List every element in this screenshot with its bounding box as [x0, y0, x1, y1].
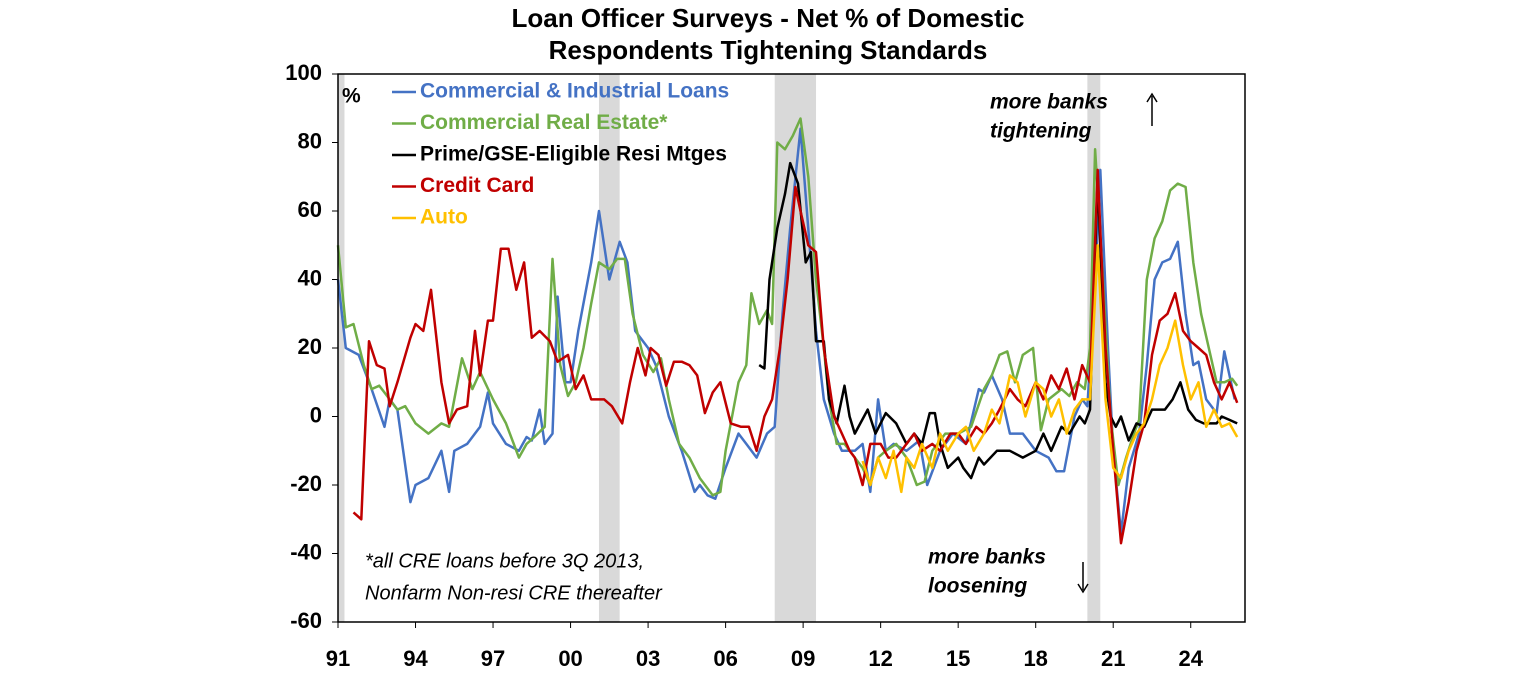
arrow-down-head	[1077, 583, 1089, 594]
annotation: more banks	[928, 546, 1046, 569]
y-tick-label: 20	[298, 334, 322, 359]
footnote: Nonfarm Non-resi CRE thereafter	[365, 582, 663, 604]
series-lines	[336, 117, 1239, 545]
series-line	[861, 244, 1239, 494]
y-unit: %	[342, 85, 361, 108]
legend-label: Commercial Real Estate*	[420, 111, 668, 134]
annotation: more banks	[990, 91, 1108, 114]
legend-label: Commercial & Industrial Loans	[420, 80, 729, 103]
chart-title: Loan Officer Surveys - Net % of Domestic	[512, 3, 1025, 33]
y-tick-label: -60	[290, 608, 322, 633]
recession-band	[774, 74, 817, 622]
x-tick-label: 91	[326, 646, 350, 671]
y-tick-label: 80	[298, 128, 322, 153]
x-tick-label: 24	[1178, 646, 1203, 671]
y-tick-label: -40	[290, 539, 322, 564]
x-tick-label: 15	[946, 646, 970, 671]
x-tick-label: 09	[791, 646, 815, 671]
footnote: *all CRE loans before 3Q 2013,	[365, 550, 644, 572]
recession-band	[338, 74, 345, 622]
recession-shading	[338, 74, 1101, 622]
y-tick-label: 60	[298, 197, 322, 222]
x-tick-label: 12	[868, 646, 892, 671]
legend-label: Credit Card	[420, 174, 534, 197]
x-tick-label: 06	[713, 646, 737, 671]
x-tick-label: 94	[403, 646, 428, 671]
x-tick-label: 00	[558, 646, 582, 671]
plot-frame	[337, 73, 1246, 623]
y-tick-label: 100	[285, 60, 322, 85]
x-tick-label: 97	[481, 646, 505, 671]
arrow-up-head	[1146, 92, 1158, 103]
annotation: loosening	[928, 575, 1027, 598]
series-line	[352, 168, 1239, 545]
legend-label: Prime/GSE-Eligible Resi Mtges	[420, 143, 727, 166]
y-tick-label: -20	[290, 471, 322, 496]
x-tick-label: 21	[1101, 646, 1125, 671]
x-tick-label: 03	[636, 646, 660, 671]
recession-band	[598, 74, 620, 622]
annotation: tightening	[990, 120, 1092, 143]
chart-title: Respondents Tightening Standards	[549, 35, 988, 65]
y-tick-label: 0	[310, 402, 322, 427]
legend: Commercial & Industrial Loans Commercial …	[392, 80, 729, 229]
x-tick-label: 18	[1023, 646, 1047, 671]
y-tick-label: 40	[298, 265, 322, 290]
legend-label: Auto	[420, 206, 468, 229]
